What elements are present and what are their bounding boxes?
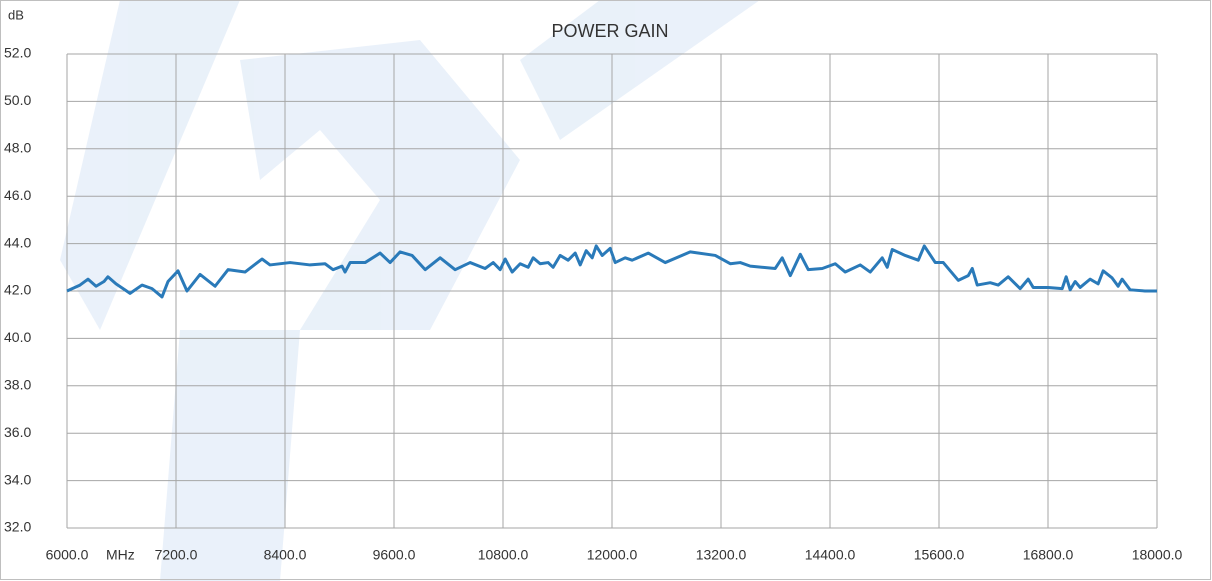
watermark (60, 0, 760, 581)
x-axis-label: MHz (106, 547, 135, 563)
x-tick-label: 10800.0 (478, 547, 529, 563)
y-tick-label: 50.0 (4, 92, 31, 108)
x-tick-label: 8400.0 (264, 547, 307, 563)
y-tick-label: 36.0 (4, 424, 31, 440)
x-tick-label: 9600.0 (373, 547, 416, 563)
watermark-shape (160, 330, 300, 581)
y-tick-label: 32.0 (4, 519, 31, 535)
data-line (66, 244, 1157, 299)
chart-title: POWER GAIN (551, 21, 668, 41)
watermark-shape (60, 0, 240, 330)
y-tick-label: 44.0 (4, 234, 31, 250)
watermark-shape (240, 40, 520, 330)
y-tick-label: 42.0 (4, 282, 31, 298)
watermark-shape (520, 0, 760, 140)
y-tick-label: 48.0 (4, 140, 31, 156)
x-tick-label: 16800.0 (1023, 547, 1074, 563)
y-tick-label: 46.0 (4, 187, 31, 203)
y-tick-label: 40.0 (4, 329, 31, 345)
x-tick-label: 15600.0 (914, 547, 965, 563)
x-tick-label: 18000.0 (1132, 547, 1183, 563)
x-tick-label: 13200.0 (696, 547, 747, 563)
x-tick-label: 12000.0 (587, 547, 638, 563)
y-tick-label: 52.0 (4, 45, 31, 61)
y-tick-label: 38.0 (4, 377, 31, 393)
y-tick-label: 34.0 (4, 471, 31, 487)
y-axis-label: dB (8, 7, 24, 22)
x-tick-label: 7200.0 (155, 547, 198, 563)
x-tick-label: 14400.0 (805, 547, 856, 563)
x-tick-label: 6000.0 (46, 547, 89, 563)
